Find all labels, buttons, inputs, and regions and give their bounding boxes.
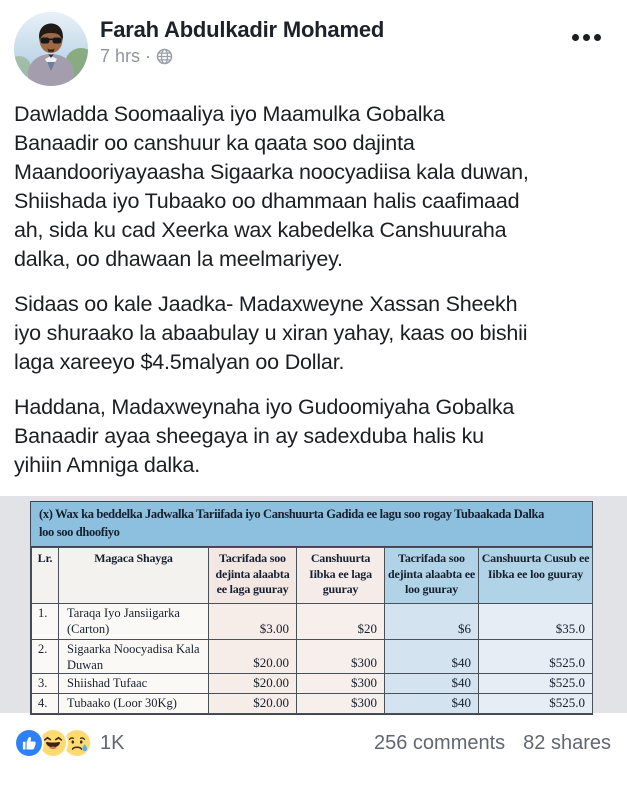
doc-col-header: Tacrifada soo dejinta alaabta ee loo guu… xyxy=(384,547,479,604)
doc-col-header: Tacrifada soo dejinta alaabta ee laga gu… xyxy=(208,547,297,604)
post-paragraph: Sidaas oo kale Jaadka- Madaxweyne Xassan… xyxy=(14,292,528,374)
post-header: Farah Abdulkadir Mohamed 7 hrs · xyxy=(0,0,627,94)
doc-table-body: 1. Taraqa Iyo Jansiigarka (Carton) $3.00 $2… xyxy=(31,603,593,715)
doc-table-row: 4. Tubaako (Loor 30Kg) $20.00 $300 $40 $525.0 xyxy=(31,693,593,715)
doc-table-cell: $20.00 xyxy=(208,693,297,715)
doc-table-cell: $525.0 xyxy=(478,638,593,675)
doc-table-cell: Tubaako (Loor 30Kg) xyxy=(58,693,209,715)
like-icon[interactable] xyxy=(14,728,44,758)
doc-table-cell: 4. xyxy=(31,693,59,715)
doc-table-cell: $20 xyxy=(296,603,385,640)
header-info: Farah Abdulkadir Mohamed 7 hrs · xyxy=(100,12,568,67)
author-name[interactable]: Farah Abdulkadir Mohamed xyxy=(100,17,385,42)
shares-count[interactable]: 82 shares xyxy=(523,731,611,754)
doc-table-row: 2. Sigaarka Noocyadisa Kala Duwan $20.00 $3… xyxy=(31,638,593,675)
doc-table-row: 3. Shiishad Tufaac $20.00 $300 $40 $525.0 xyxy=(31,673,593,695)
doc-table-title: (x) Wax ka beddelka Jadwalka Tariifada i… xyxy=(31,502,592,547)
doc-table-cell: $40 xyxy=(384,638,479,675)
globe-public-icon xyxy=(156,48,173,65)
doc-col-header: Canshuurta Iibka ee laga guuray xyxy=(296,547,385,604)
scanned-tax-table: (x) Wax ka beddelka Jadwalka Tariifada i… xyxy=(30,501,593,716)
avatar[interactable] xyxy=(14,12,88,86)
doc-table-cell: 1. xyxy=(31,603,59,640)
doc-table-header-row: Lr. Magaca Shayga Tacrifada soo dejinta al… xyxy=(31,547,593,604)
doc-table-cell: $20.00 xyxy=(208,638,297,675)
meta-separator: · xyxy=(145,46,152,66)
post-paragraph: Haddana, Madaxweynaha iyo Gudoomiyaha Go… xyxy=(14,395,515,477)
doc-table-cell: $3.00 xyxy=(208,603,297,640)
doc-table-cell: $525.0 xyxy=(478,673,593,695)
footer-meta: 256 comments 82 shares xyxy=(374,732,611,755)
avatar-image xyxy=(14,12,88,86)
doc-table-cell: $40 xyxy=(384,693,479,715)
post-footer: 1K 256 comments 82 shares xyxy=(0,713,627,758)
comments-count[interactable]: 256 comments xyxy=(373,731,506,754)
post-paragraph: Dawladda Soomaaliya iyo Maamulka Gobalka… xyxy=(14,102,529,271)
doc-table-cell: 3. xyxy=(31,673,59,695)
doc-table-cell: $300 xyxy=(296,693,385,715)
doc-table-cell: $300 xyxy=(296,673,385,695)
doc-table-cell: Shiishad Tufaac xyxy=(58,673,209,695)
doc-table-cell: $6 xyxy=(384,603,479,640)
doc-col-header: Lr. xyxy=(31,547,59,604)
timestamp[interactable]: 7 hrs xyxy=(100,46,141,66)
post-meta: 7 hrs · xyxy=(100,46,568,67)
doc-col-header: Magaca Shayga xyxy=(58,547,209,604)
doc-table-cell: $525.0 xyxy=(478,693,593,715)
doc-table: Lr. Magaca Shayga Tacrifada soo dejinta al… xyxy=(31,547,593,715)
attached-image[interactable]: (x) Wax ka beddelka Jadwalka Tariifada i… xyxy=(0,496,627,716)
doc-col-header: Canshuurta Cusub ee Iibka ee loo guuray xyxy=(478,547,593,604)
doc-table-row: 1. Taraqa Iyo Jansiigarka (Carton) $3.00 $2… xyxy=(31,603,593,640)
doc-table-cell: $35.0 xyxy=(478,603,593,640)
ellipsis-menu-icon[interactable] xyxy=(568,30,605,45)
post-body: Dawladda Soomaaliya iyo Maamulka Gobalka… xyxy=(0,94,627,480)
doc-table-cell: Taraqa Iyo Jansiigarka (Carton) xyxy=(58,603,209,640)
reactions-summary[interactable]: 1K xyxy=(14,728,124,758)
reaction-count[interactable]: 1K xyxy=(100,731,125,754)
doc-table-cell: $40 xyxy=(384,673,479,695)
doc-table-cell: 2. xyxy=(31,638,59,675)
doc-table-cell: $20.00 xyxy=(208,673,297,695)
doc-table-cell: Sigaarka Noocyadisa Kala Duwan xyxy=(58,638,209,675)
doc-table-cell: $300 xyxy=(296,638,385,675)
